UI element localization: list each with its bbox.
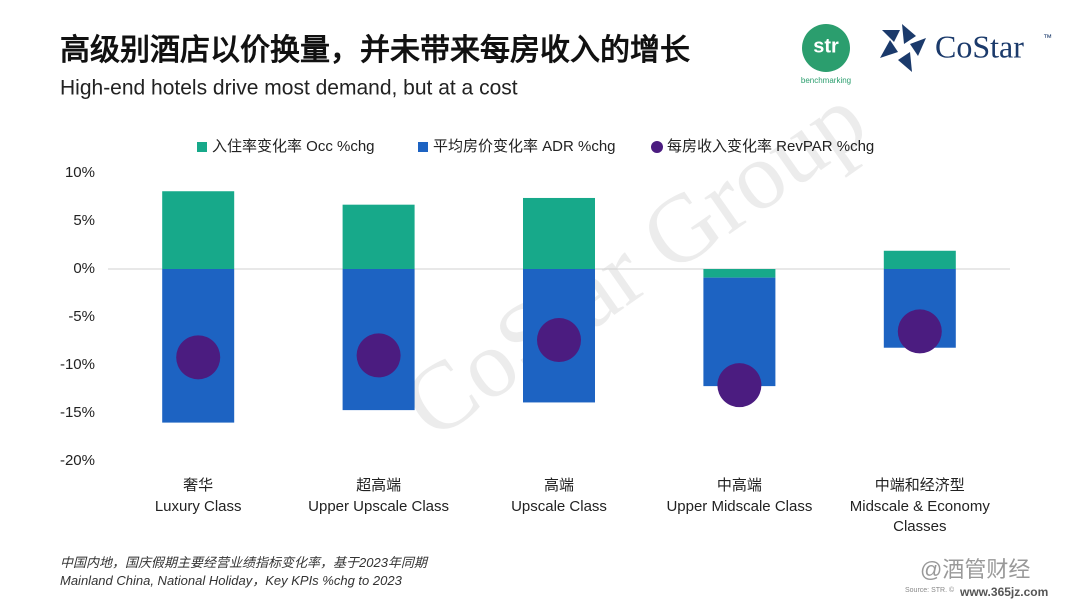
x-tick-label: 高端 — [543, 477, 574, 494]
dot — [717, 363, 762, 408]
legend-swatch — [651, 141, 663, 153]
watermark: CoStar Group — [384, 64, 884, 459]
x-tick-label: Upscale Class — [511, 498, 607, 515]
y-tick-label: -10% — [60, 356, 95, 373]
x-tick-label: Upper Midscale Class — [666, 498, 813, 515]
credit-url: www.365jz.com — [959, 585, 1048, 599]
costar-icon — [880, 24, 926, 72]
y-tick-label: -5% — [68, 308, 95, 325]
dot — [176, 335, 221, 380]
y-tick-label: 0% — [73, 260, 95, 277]
dot — [537, 318, 581, 363]
y-tick-label: -15% — [60, 404, 95, 421]
bar — [523, 197, 595, 269]
x-tick-label: Upper Upscale Class — [308, 498, 450, 515]
y-tick-label: 5% — [73, 212, 95, 229]
footnote: 中国内地，国庆假期主要经营业绩指标变化率，基于2023年同期 — [60, 555, 427, 570]
legend-swatch — [197, 142, 207, 152]
x-tick-label: 奢华 — [183, 477, 214, 494]
footnote: Mainland China, National Holiday，Key KPI… — [60, 573, 402, 588]
x-tick-label: 中端和经济型 — [874, 477, 965, 494]
costar-mark: ™ — [1043, 32, 1052, 42]
dot — [356, 333, 401, 378]
x-tick-label: 超高端 — [356, 477, 402, 494]
str-logo — [802, 24, 850, 72]
str-logo-sub: benchmarking — [801, 76, 851, 85]
source: Source: STR. © — [905, 586, 955, 594]
dot — [897, 309, 942, 354]
bar — [883, 250, 956, 269]
bar — [342, 204, 415, 269]
x-tick-label: 中高端 — [716, 477, 762, 494]
legend-label: 每房收入变化率 RevPAR %chg — [667, 138, 874, 155]
bar — [703, 269, 776, 278]
bar — [162, 191, 235, 269]
credit-brand: @酒管财经 — [920, 557, 1030, 582]
legend-label: 平均房价变化率 ADR %chg — [433, 138, 616, 155]
legend-swatch — [418, 142, 428, 152]
costar-logo: CoStar — [935, 28, 1024, 64]
y-tick-label: 10% — [65, 164, 95, 181]
subtitle: High-end hotels drive most demand, but a… — [60, 77, 518, 100]
title: 高级别酒店以价换量，并未带来每房收入的增长 — [60, 33, 690, 67]
x-tick-label: Luxury Class — [154, 498, 242, 515]
y-tick-label: -20% — [60, 452, 95, 469]
legend-label: 入住率变化率 Occ %chg — [212, 138, 375, 155]
str-logo-text: str — [813, 35, 839, 57]
x-tick-label: Midscale & Economy Classes — [849, 498, 990, 535]
